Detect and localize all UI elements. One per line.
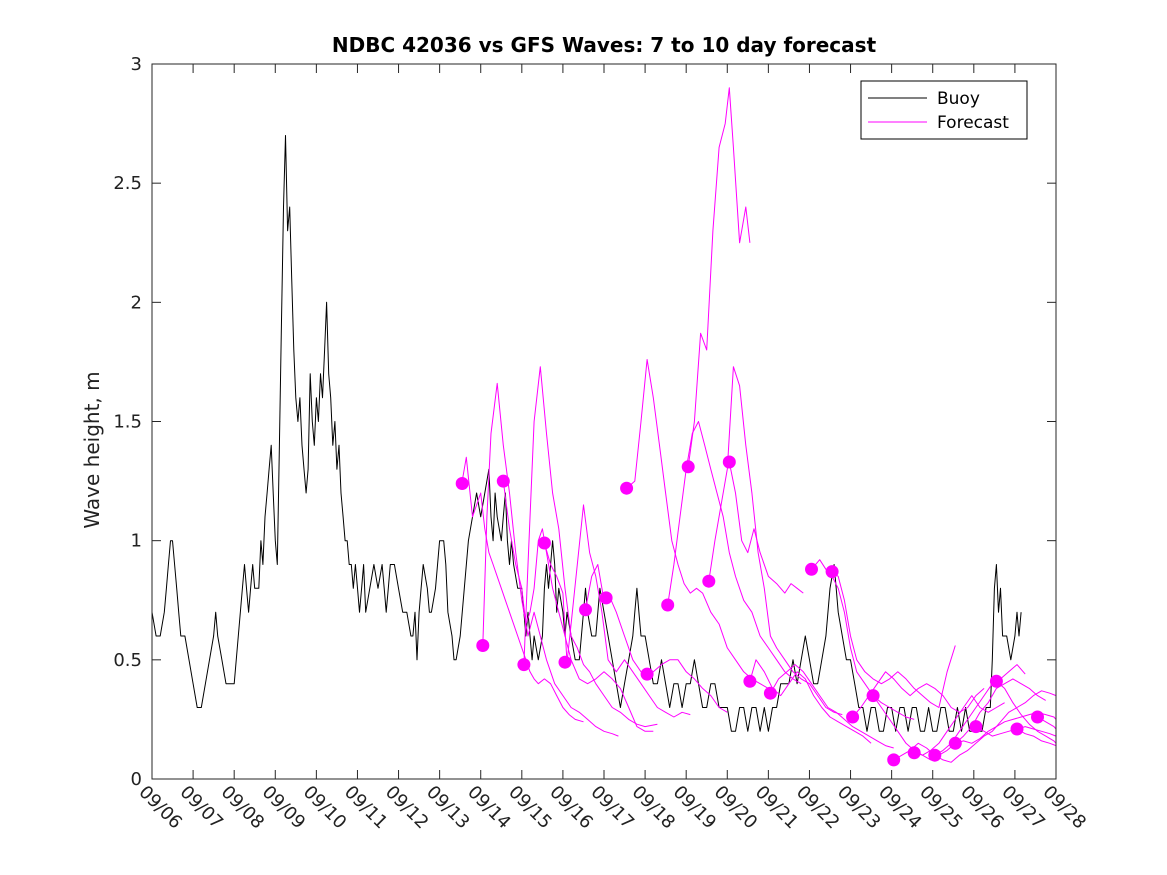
forecast-series-line-12 bbox=[749, 659, 872, 744]
forecast-series-line-3 bbox=[502, 481, 654, 732]
forecast-marker-5 bbox=[558, 655, 572, 669]
x-tick-label-18: 09/24 bbox=[874, 782, 926, 834]
forecast-marker-3 bbox=[517, 658, 531, 672]
x-tick-label-20: 09/26 bbox=[956, 782, 1008, 834]
forecast-marker-20 bbox=[887, 753, 901, 767]
x-tick-label-6: 09/12 bbox=[381, 782, 433, 834]
forecast-marker-11 bbox=[681, 460, 695, 474]
x-tick-label-14: 09/20 bbox=[710, 782, 762, 834]
forecast-marker-22 bbox=[928, 748, 942, 762]
x-tick-label-12: 09/18 bbox=[628, 782, 680, 834]
forecast-series-line-20 bbox=[934, 690, 1057, 763]
forecast-marker-14 bbox=[743, 674, 757, 688]
forecast-series-line-4 bbox=[523, 366, 658, 728]
x-tick-label-10: 09/16 bbox=[545, 782, 597, 834]
forecast-marker-18 bbox=[846, 710, 860, 724]
x-tick-label-19: 09/25 bbox=[915, 782, 967, 834]
forecast-marker-1 bbox=[476, 639, 490, 652]
forecast-series-line-2 bbox=[482, 382, 619, 737]
y-axis-label: Wave height, m bbox=[80, 371, 104, 528]
forecast-marker-25 bbox=[989, 674, 1003, 688]
y-tick-label-1: 0.5 bbox=[113, 650, 142, 671]
forecast-marker-12 bbox=[702, 574, 716, 588]
forecast-series-line-11 bbox=[728, 461, 804, 594]
forecast-series-line-13 bbox=[769, 664, 894, 749]
buoy-series-line bbox=[151, 135, 1022, 732]
forecast-marker-24 bbox=[969, 720, 983, 734]
y-tick-label-4: 2 bbox=[131, 292, 142, 313]
forecast-marker-0 bbox=[455, 477, 469, 490]
x-tick-label-4: 09/10 bbox=[299, 782, 351, 834]
forecast-marker-4 bbox=[537, 536, 551, 550]
forecast-series-line-23 bbox=[996, 680, 1057, 744]
forecast-series-line-9 bbox=[687, 87, 751, 467]
y-tick-label-3: 1.5 bbox=[113, 412, 142, 433]
x-tick-label-22: 09/28 bbox=[1038, 782, 1090, 834]
forecast-series-line-16 bbox=[852, 671, 985, 718]
x-tick-label-16: 09/22 bbox=[792, 782, 844, 834]
legend-box bbox=[860, 80, 1028, 140]
forecast-series-line-7 bbox=[626, 359, 769, 689]
forecast-marker-23 bbox=[948, 736, 962, 750]
legend-forecast-label: Forecast bbox=[937, 113, 1009, 133]
x-tick-label-7: 09/13 bbox=[422, 782, 474, 834]
y-tick-label-5: 2.5 bbox=[113, 173, 142, 194]
x-tick-label-15: 09/21 bbox=[751, 782, 803, 834]
forecast-marker-21 bbox=[907, 746, 921, 760]
chart-title: NDBC 42036 vs GFS Waves: 7 to 10 day for… bbox=[332, 33, 877, 57]
forecast-marker-13 bbox=[722, 455, 736, 469]
forecast-marker-6 bbox=[579, 603, 592, 617]
forecast-marker-7 bbox=[599, 591, 613, 605]
x-tick-label-0: 09/06 bbox=[134, 782, 186, 834]
x-tick-label-8: 09/14 bbox=[463, 782, 515, 834]
forecast-marker-26 bbox=[1010, 722, 1024, 736]
x-tick-label-13: 09/19 bbox=[669, 782, 721, 834]
x-tick-label-5: 09/11 bbox=[340, 782, 392, 834]
forecast-series-line-24 bbox=[1016, 728, 1057, 747]
forecast-series-line-14 bbox=[811, 559, 915, 720]
forecast-marker-16 bbox=[805, 562, 818, 576]
plot-area bbox=[151, 87, 1057, 767]
y-tick-label-2: 1 bbox=[131, 531, 142, 552]
forecast-series-line-18 bbox=[893, 664, 1026, 761]
legend: Buoy Forecast bbox=[860, 80, 1028, 140]
forecast-series-line-21 bbox=[955, 711, 1057, 744]
x-tick-label-17: 09/23 bbox=[833, 782, 885, 834]
y-tick-label-0: 0 bbox=[131, 769, 142, 790]
forecast-series-line-15 bbox=[831, 571, 956, 708]
axes: 00.511.522.5309/0609/0709/0809/0909/1009… bbox=[113, 54, 1090, 833]
forecast-marker-15 bbox=[763, 686, 777, 700]
forecast-marker-9 bbox=[640, 667, 654, 681]
forecast-series-line-5 bbox=[543, 504, 691, 718]
y-tick-label-6: 3 bbox=[131, 54, 142, 75]
x-tick-label-21: 09/27 bbox=[997, 782, 1049, 834]
forecast-series-line-17 bbox=[872, 695, 1005, 756]
x-tick-label-1: 09/07 bbox=[176, 782, 228, 834]
forecast-series-line-1 bbox=[461, 456, 584, 723]
forecast-marker-10 bbox=[661, 598, 675, 612]
forecast-marker-17 bbox=[825, 565, 839, 579]
forecast-marker-27 bbox=[1031, 710, 1044, 724]
x-tick-label-2: 09/08 bbox=[217, 782, 269, 834]
legend-buoy-label: Buoy bbox=[937, 89, 980, 109]
x-tick-label-11: 09/17 bbox=[586, 782, 638, 834]
x-tick-label-9: 09/15 bbox=[504, 782, 556, 834]
forecast-marker-19 bbox=[866, 689, 880, 703]
x-tick-label-3: 09/09 bbox=[258, 782, 310, 834]
forecast-marker-2 bbox=[496, 474, 510, 488]
forecast-series-line-10 bbox=[708, 366, 843, 716]
forecast-marker-8 bbox=[620, 481, 634, 495]
